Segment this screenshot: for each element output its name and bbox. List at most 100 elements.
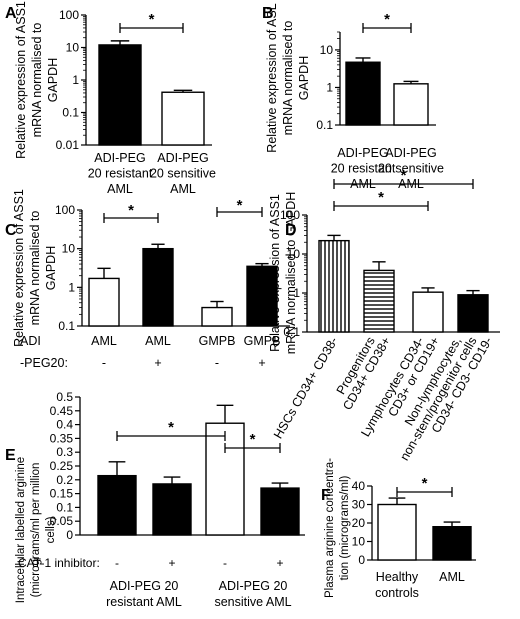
y-tick-label: 0.35 [50, 431, 74, 445]
y-tick-label: 100 [280, 208, 300, 222]
y-tick-label: 0.1 [283, 325, 300, 339]
bar [201, 306, 233, 327]
y-tick-label: 20 [352, 516, 366, 530]
y-axis-label: mRNA normalised to [281, 21, 295, 136]
x-tick-label: controls [375, 586, 419, 600]
y-axis-label: Relative expression of ASL [265, 3, 279, 152]
x-tick-label: 20 resistant [331, 162, 396, 176]
bar [88, 277, 120, 327]
y-axis-label: Intracellular labelled arginine [15, 457, 27, 603]
y-tick-label: 0.3 [56, 445, 73, 459]
y-axis-label: Relative expression of ASS1 [268, 194, 282, 352]
panel-letter: B [262, 5, 274, 22]
bar [377, 503, 417, 561]
condition-label: - [102, 356, 106, 370]
x-tick-label: AML [91, 334, 117, 348]
significance-marker: * [250, 431, 256, 448]
y-axis-label: mRNA normalised to [30, 23, 44, 138]
y-tick-label: 0.05 [50, 514, 74, 528]
group-label: ADI-PEG 20 [110, 579, 179, 593]
panel-letter: A [5, 5, 17, 22]
significance-marker: * [378, 189, 384, 206]
bar [345, 61, 381, 126]
panel-letter: C [5, 222, 17, 239]
y-tick-label: 1 [326, 80, 333, 94]
y-tick-label: 0.2 [56, 473, 73, 487]
y-tick-label: 0.1 [62, 106, 79, 120]
bar [363, 269, 395, 333]
y-tick-label: 10 [66, 41, 80, 55]
condition-label: + [258, 356, 265, 370]
y-tick-label: 0.5 [56, 390, 73, 404]
bar [246, 265, 278, 327]
y-axis-label: Relative expression of ASS1 [14, 1, 28, 159]
significance-marker: * [168, 419, 174, 436]
x-tick-label: GMPB [199, 334, 236, 348]
y-axis-label: Relative expression of ASS1 [12, 189, 26, 347]
bar [161, 91, 205, 146]
y-tick-label: 0.1 [58, 319, 75, 333]
panel-f: F 0 10 20 30 40 Plasma arginine concentra-tion… [321, 458, 476, 600]
y-tick-label: 10 [62, 242, 76, 256]
y-axis-label: tion (micrograms/ml) [339, 475, 351, 580]
y-tick-label: 10 [352, 535, 366, 549]
y-tick-label: 0.15 [50, 487, 74, 501]
group-label: sensitive AML [214, 595, 291, 609]
significance-marker: * [237, 197, 243, 214]
significance-marker: * [422, 475, 428, 492]
y-axis-label: (micrograms/ml per million [30, 463, 42, 598]
y-tick-label: 0.1 [316, 118, 333, 132]
condition-label: - [115, 556, 119, 570]
condition-label: + [276, 556, 283, 570]
x-tick-label: Healthy [376, 570, 419, 584]
bar [205, 422, 245, 536]
bar [260, 487, 300, 536]
x-tick-label: 20 sensitive [378, 162, 444, 176]
y-tick-label: 1 [68, 280, 75, 294]
x-tick-label: GMPB [244, 334, 281, 348]
panel-b: B 0.1 1 10 Relative expression of ASL mRNA no… [262, 3, 444, 191]
bar [142, 247, 174, 327]
y-tick-label: 1 [72, 73, 79, 87]
y-axis-label: GAPDH [46, 58, 60, 102]
y-axis-label: cells) [45, 516, 57, 543]
bar [393, 83, 429, 126]
condition-label: - [223, 556, 227, 570]
y-tick-label: 100 [55, 203, 75, 217]
group-label: ADI-PEG 20 [219, 579, 288, 593]
y-axis-label: GAPDH [297, 56, 311, 100]
bar [97, 474, 137, 536]
y-axis-label: GAPDH [44, 246, 58, 290]
panel-letter: D [285, 222, 297, 239]
y-tick-label: 100 [59, 8, 79, 22]
bar [412, 291, 444, 333]
panel-letter: E [5, 447, 16, 464]
y-tick-label: 0.25 [50, 459, 74, 473]
x-tick-label: AML [145, 334, 171, 348]
y-tick-label: 30 [352, 498, 366, 512]
y-tick-label: 10 [287, 247, 301, 261]
y-tick-label: 10 [320, 43, 334, 57]
bar [152, 483, 192, 536]
y-tick-label: 0.01 [56, 138, 80, 152]
row-label: ADI [20, 334, 41, 348]
x-tick-label: ADI-PEG [385, 146, 436, 160]
bar [98, 44, 142, 146]
condition-label: + [168, 556, 175, 570]
y-tick-label: 40 [352, 479, 366, 493]
x-tick-label: ADI-PEG [94, 151, 145, 165]
panel-a: A 0.01 0.1 1 10 100 Relative expression of ASS… [5, 1, 216, 196]
group-label: resistant AML [106, 595, 182, 609]
significance-marker: * [401, 167, 407, 184]
x-tick-label: AML [439, 570, 465, 584]
panel-letter: F [321, 487, 331, 504]
significance-marker: * [128, 202, 134, 219]
bar [457, 294, 489, 333]
y-tick-label: 0.45 [50, 404, 74, 418]
row-label: -PEG20: [20, 356, 68, 370]
y-axis-label: mRNA normalised to [28, 211, 42, 326]
